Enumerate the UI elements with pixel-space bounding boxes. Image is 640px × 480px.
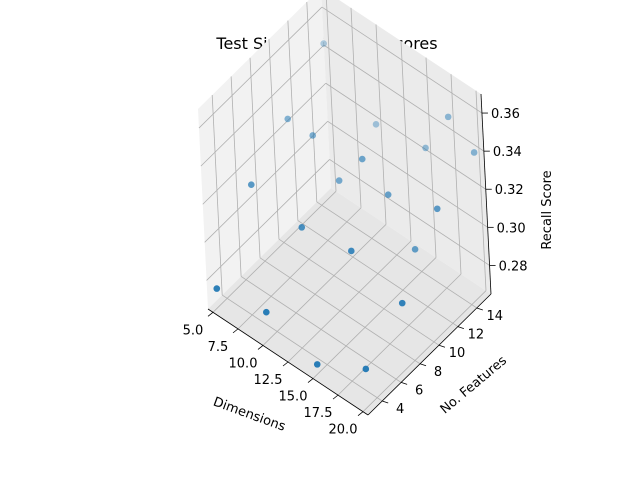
z-tick-label: 0.34 — [493, 145, 522, 160]
y-axis-label: No. Features — [438, 353, 510, 417]
z-grid-line — [200, 44, 325, 167]
x-tick-mark — [207, 312, 214, 317]
x-grid-line — [400, 40, 412, 242]
x-tick-label: 12.5 — [254, 373, 283, 388]
x-axis-label: Dimensions — [211, 395, 288, 435]
y-grid-line — [211, 95, 223, 296]
x-tick-label: 17.5 — [304, 406, 333, 421]
y-tick-label: 8 — [434, 365, 442, 380]
z-tick-label: 0.36 — [491, 107, 520, 122]
data-point — [398, 299, 406, 307]
z-grid-line — [327, 120, 488, 228]
data-point — [213, 285, 221, 292]
x-grid-line — [450, 74, 462, 275]
data-point — [362, 365, 370, 373]
data-point — [422, 144, 429, 152]
grid-lines — [198, 0, 490, 412]
data-point — [470, 149, 478, 156]
y-tick-mark — [400, 382, 408, 385]
data-point — [358, 155, 366, 163]
x-tick-label: 20.0 — [329, 423, 358, 438]
x-tick-mark — [282, 361, 289, 367]
z-grid-line — [198, 6, 323, 129]
y-grid-line — [249, 57, 261, 258]
y-grid-line — [297, 220, 459, 327]
y-grid-line — [230, 76, 242, 277]
y-tick-label: 6 — [415, 383, 423, 398]
data-point — [444, 113, 452, 121]
x-grid-line — [212, 191, 337, 313]
x-tick-label: 5.0 — [183, 323, 204, 338]
z-tick-label: 0.28 — [499, 259, 528, 274]
y-grid-line — [240, 276, 402, 383]
y-tick-label: 12 — [468, 328, 485, 343]
y-grid-line — [259, 257, 421, 365]
x-tick-label: 10.0 — [229, 356, 258, 371]
z-grid-line — [321, 6, 483, 114]
z-grid-line — [323, 44, 485, 152]
z-tick-label: 0.30 — [497, 221, 526, 236]
x-tick-label: 15.0 — [279, 390, 308, 405]
x-grid-line — [350, 7, 362, 208]
x-tick-mark — [357, 411, 364, 416]
x-grid-line — [425, 57, 437, 258]
y-grid-line — [306, 1, 318, 202]
z-axis-line — [480, 93, 492, 295]
data-point — [347, 247, 355, 255]
axis-panes — [198, 0, 491, 415]
y-grid-line — [287, 20, 299, 221]
y-tick-mark — [476, 307, 483, 311]
data-point — [263, 308, 270, 316]
y-tick-mark — [457, 326, 465, 329]
y-grid-line — [268, 39, 280, 240]
y-tick-mark — [419, 363, 427, 367]
y-tick-mark — [438, 344, 446, 348]
z-grid-line — [325, 82, 486, 190]
x-grid-line — [287, 240, 412, 363]
x-tick-mark — [232, 328, 239, 334]
data-points — [213, 40, 478, 373]
z-axis-label: Recall Score — [540, 170, 555, 249]
x-grid-line — [362, 290, 487, 412]
x-grid-line — [262, 224, 387, 346]
data-point — [284, 115, 292, 123]
z-grid-line — [204, 121, 328, 243]
x-grid-line — [237, 207, 362, 330]
x-tick-mark — [332, 394, 339, 400]
z-grid-line — [206, 159, 330, 281]
y-tick-label: 4 — [396, 402, 404, 417]
data-point — [372, 121, 380, 128]
x-tick-label: 7.5 — [208, 340, 229, 355]
y-axis-line — [367, 293, 492, 416]
data-point — [433, 205, 441, 213]
data-point — [313, 361, 321, 368]
x-grid-line — [312, 257, 437, 379]
y-tick-label: 14 — [487, 309, 504, 324]
x-tick-mark — [307, 378, 314, 383]
data-point — [309, 132, 317, 139]
x-grid-line — [337, 273, 462, 396]
z-grid-line — [202, 82, 327, 205]
x-grid-line — [475, 90, 487, 291]
z-grid-line — [329, 159, 490, 266]
data-point — [384, 191, 392, 198]
x-grid-line — [375, 24, 387, 225]
y-grid-line — [316, 201, 478, 309]
y-grid-line — [278, 238, 440, 346]
data-point — [247, 181, 255, 189]
x-tick-mark — [257, 345, 264, 350]
y-tick-label: 10 — [449, 346, 466, 361]
y-grid-line — [221, 294, 383, 402]
x-grid-line — [326, 0, 337, 192]
data-point — [298, 224, 306, 231]
z-tick-label: 0.32 — [495, 183, 524, 198]
data-point — [335, 177, 343, 184]
data-point — [320, 40, 327, 47]
y-tick-mark — [382, 400, 389, 404]
data-point — [411, 246, 419, 253]
